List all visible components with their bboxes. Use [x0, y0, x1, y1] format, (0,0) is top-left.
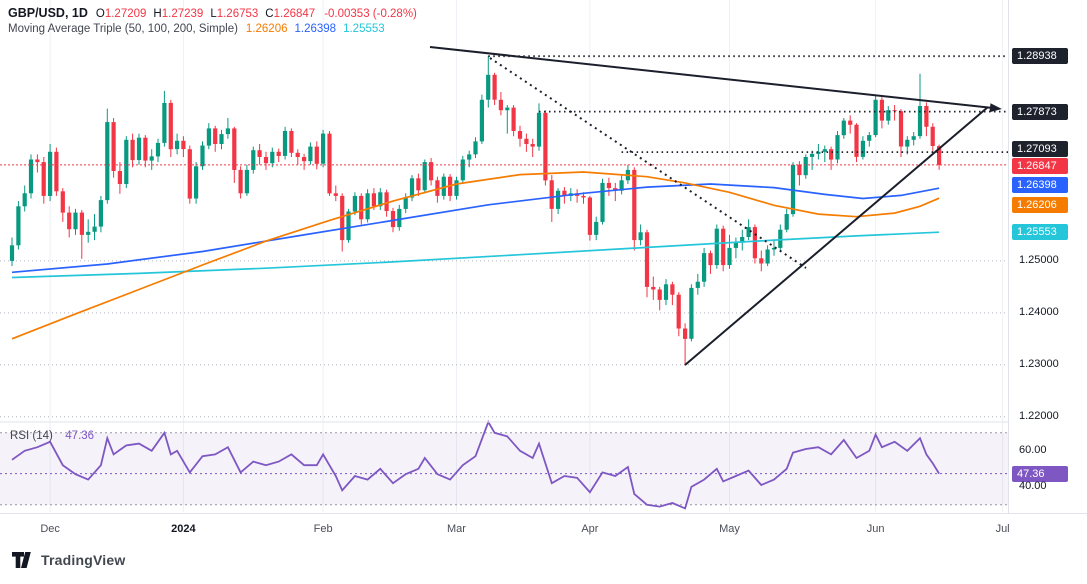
time-axis-label: 2024 — [171, 523, 196, 535]
ohlc-low: L1.26753 — [210, 8, 258, 20]
time-axis-label: Mar — [447, 523, 466, 535]
low-label: L — [210, 8, 217, 20]
rsi-legend: RSI (14) 47.36 — [10, 426, 94, 444]
ma200-value: 1.25553 — [343, 23, 385, 35]
open-value: 1.27209 — [104, 8, 147, 20]
main-legend: GBP/USD, 1D O1.27209 H1.27239 L1.26753 C… — [8, 6, 417, 35]
price-axis-label: 1.28938 — [1012, 48, 1068, 65]
open-label: O — [95, 8, 105, 20]
price-axis-label: 1.27873 — [1012, 103, 1068, 120]
tradingview-logo-text: TradingView — [41, 552, 126, 568]
price-axis-label: 47.36 — [1012, 465, 1068, 482]
time-axis-label: Apr — [581, 523, 599, 535]
chart-canvas[interactable] — [0, 0, 1008, 513]
price-axis-label: 1.22000 — [1019, 409, 1059, 422]
close-label: C — [265, 8, 274, 20]
ma50-value: 1.26206 — [245, 23, 288, 35]
high-label: H — [153, 8, 162, 20]
price-axis-label: 1.25553 — [1012, 224, 1068, 241]
change-value: -0.00353 (-0.28%) — [324, 8, 417, 20]
price-axis-label: 1.26398 — [1012, 177, 1068, 194]
price-axis-label: 1.25000 — [1019, 253, 1059, 266]
tradingview-logo[interactable]: TradingView — [12, 552, 125, 568]
time-axis-label: Dec — [40, 523, 60, 535]
symbol-title[interactable]: GBP/USD, 1D — [8, 6, 88, 20]
price-axis-label: 1.26206 — [1012, 197, 1068, 214]
high-value: 1.27239 — [161, 8, 204, 20]
price-axis-label: 40.00 — [1019, 479, 1047, 492]
ohlc-open: O1.27209 — [96, 8, 147, 20]
ma-indicator-row: Moving Average Triple (50, 100, 200, Sim… — [8, 23, 417, 35]
ohlc-close: C1.26847 — [265, 8, 315, 20]
rsi-indicator-title[interactable]: RSI (14) — [10, 430, 53, 442]
rsi-value: 47.36 — [65, 430, 95, 442]
time-axis-label: Jun — [866, 523, 885, 535]
price-axis-label: 1.27093 — [1012, 141, 1068, 158]
symbol-row: GBP/USD, 1D O1.27209 H1.27239 L1.26753 C… — [8, 6, 417, 20]
ma100-value: 1.26398 — [294, 23, 337, 35]
price-axis-label: 1.24000 — [1019, 305, 1059, 318]
time-axis-label: Feb — [313, 523, 333, 535]
price-axis-label: 60.00 — [1019, 443, 1047, 456]
price-axis-label: 1.26847 — [1012, 157, 1068, 174]
ma-indicator-title[interactable]: Moving Average Triple (50, 100, 200, Sim… — [8, 23, 238, 35]
tradingview-logo-icon — [12, 552, 31, 568]
price-axis-label: 1.23000 — [1019, 357, 1059, 370]
time-axis[interactable]: Dec 2024 Feb Mar Apr May Jun Jul — [0, 513, 1087, 546]
low-value: 1.26753 — [216, 8, 259, 20]
ohlc-high: H1.27239 — [153, 8, 203, 20]
close-value: 1.26847 — [273, 8, 316, 20]
price-axis[interactable]: 1.28938 1.27873 1.27093 1.26847 1.26398 1.262… — [1008, 0, 1087, 546]
time-axis-label: May — [719, 523, 740, 535]
time-axis-label: Jul — [995, 523, 1010, 535]
